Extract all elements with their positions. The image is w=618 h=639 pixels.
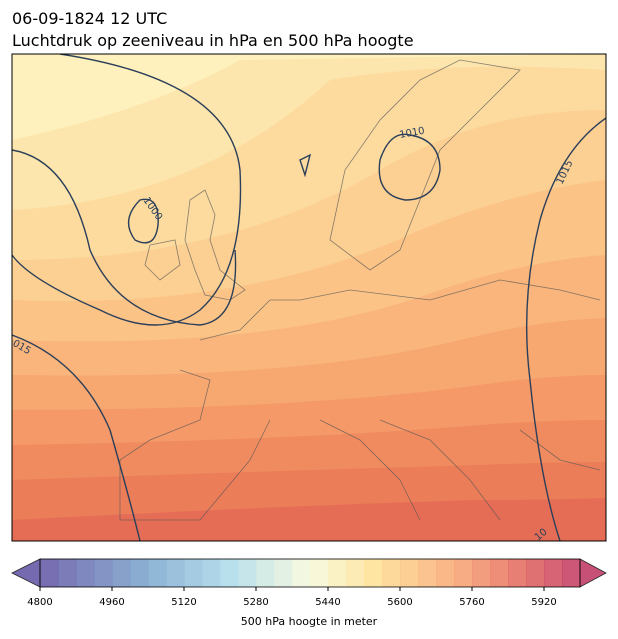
colorbar-bin [310,559,329,587]
colorbar-tick-label: 5120 [171,597,196,608]
colorbar-bin [418,559,437,587]
date-title: 06-09-1824 12 UTC [12,9,167,28]
colorbar-bin [490,559,509,587]
colorbar-frame [39,558,581,588]
colorbar-label: 500 hPa hoogte in meter [241,615,378,628]
colorbar-bin [526,559,545,587]
colorbar-bin [148,559,167,587]
colorbar-bin [130,559,149,587]
contour-label: 1010 [399,126,426,141]
colorbar-extend-low [11,558,41,588]
colorbar-bin [544,559,563,587]
colorbar-bin [508,559,527,587]
colorbar-bin [58,559,77,587]
colorbar-bin [202,559,221,587]
map [12,54,606,541]
colorbar-bin [274,559,293,587]
colorbar-tick-label: 5440 [315,597,340,608]
colorbar-tick-label: 5920 [531,597,556,608]
colorbar-bin [292,559,311,587]
colorbar-bin [94,559,113,587]
colorbar-bin [382,559,401,587]
colorbar-tick-label: 5280 [243,597,268,608]
colorbar-bin [364,559,383,587]
colorbar-bin [256,559,275,587]
colorbar-bin [184,559,203,587]
colorbar-bin [220,559,239,587]
colorbar-tick-label: 5760 [459,597,484,608]
colorbar-tick-label: 5600 [387,597,412,608]
colorbar-bin [112,559,131,587]
colorbar-bin [562,559,581,587]
colorbar-extend-high [579,558,607,588]
colorbar-bin [454,559,473,587]
colorbar: 4800 4960 5120 5280 5440 5600 5760 5920 [11,558,607,608]
colorbar-bin [436,559,455,587]
colorbar-bin [76,559,95,587]
colorbar-bin [472,559,491,587]
colorbar-bin [238,559,257,587]
colorbar-bin [400,559,419,587]
colorbar-bin [328,559,347,587]
map-frame [11,53,607,542]
colorbar-bin [346,559,365,587]
map-title: Luchtdruk op zeeniveau in hPa en 500 hPa… [12,31,414,50]
colorbar-tick-label: 4800 [27,597,52,608]
colorbar-tick-label: 4960 [99,597,124,608]
colorbar-bin [166,559,185,587]
colorbar-bin [40,559,59,587]
